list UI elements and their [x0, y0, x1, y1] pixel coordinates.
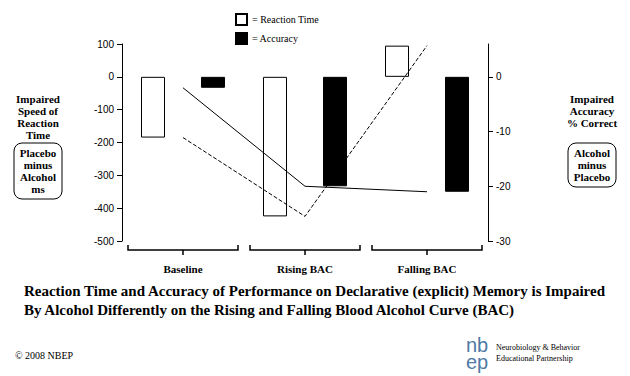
svg-text:0: 0	[108, 71, 114, 82]
svg-text:Impaired: Impaired	[16, 93, 60, 105]
svg-text:ms: ms	[31, 183, 45, 195]
svg-text:ep: ep	[466, 351, 488, 373]
svg-text:Impaired: Impaired	[570, 93, 614, 105]
svg-text:-500: -500	[94, 236, 114, 247]
svg-text:Alcohol: Alcohol	[574, 147, 610, 159]
svg-text:Neurobiology & Behavior: Neurobiology & Behavior	[496, 343, 580, 352]
svg-text:Alcohol: Alcohol	[20, 171, 56, 183]
svg-text:Placebo: Placebo	[574, 171, 611, 183]
svg-text:Educational Partnership: Educational Partnership	[496, 354, 573, 363]
svg-text:% Correct: % Correct	[567, 117, 618, 129]
svg-text:Reaction: Reaction	[17, 117, 59, 129]
svg-text:Time: Time	[26, 129, 50, 141]
svg-text:100: 100	[97, 39, 114, 50]
svg-text:Falling BAC: Falling BAC	[398, 263, 457, 275]
svg-text:© 2008 NBEP: © 2008 NBEP	[15, 350, 74, 361]
svg-text:-400: -400	[94, 203, 114, 214]
svg-text:= Reaction Time: = Reaction Time	[252, 14, 319, 25]
svg-text:-300: -300	[94, 170, 114, 181]
svg-text:-200: -200	[94, 137, 114, 148]
svg-text:-10: -10	[496, 126, 511, 137]
svg-text:Baseline: Baseline	[163, 263, 202, 275]
svg-text:Accuracy: Accuracy	[570, 105, 615, 117]
svg-text:Placebo: Placebo	[20, 147, 57, 159]
svg-text:-30: -30	[496, 236, 511, 247]
svg-text:-20: -20	[496, 181, 511, 192]
svg-text:Reaction Time and Accuracy of: Reaction Time and Accuracy of Performanc…	[24, 283, 606, 300]
svg-text:minus: minus	[24, 159, 53, 171]
svg-text:Rising BAC: Rising BAC	[277, 263, 333, 275]
svg-text:By Alcohol Differently on the: By Alcohol Differently on the Rising and…	[24, 302, 514, 319]
svg-text:minus: minus	[578, 159, 607, 171]
svg-text:0: 0	[496, 71, 502, 82]
svg-text:-100: -100	[94, 104, 114, 115]
svg-text:= Accuracy: = Accuracy	[252, 33, 298, 44]
svg-text:nb: nb	[466, 334, 489, 356]
svg-text:Speed of: Speed of	[18, 105, 58, 117]
